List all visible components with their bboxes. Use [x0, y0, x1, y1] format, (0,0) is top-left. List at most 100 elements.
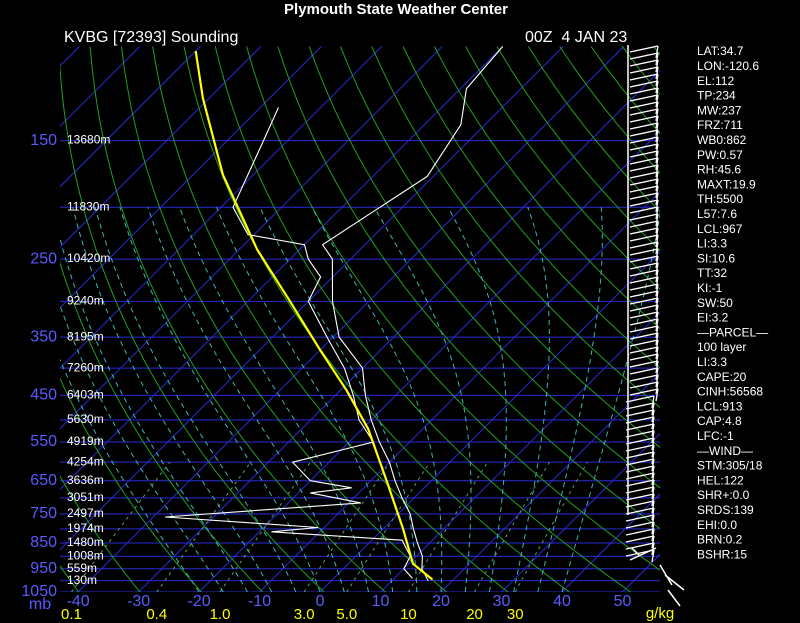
- sounding-index: TP:234: [697, 89, 736, 103]
- sounding-index: MAXT:19.9: [697, 177, 756, 191]
- wind-barb: [655, 304, 659, 318]
- dry-adiabat: [60, 60, 325, 592]
- sounding-index: LFC:-1: [697, 429, 734, 443]
- wind-barb: [629, 199, 659, 207]
- sounding-index: BRN:0.2: [697, 533, 743, 547]
- wind-barb: [629, 255, 659, 263]
- dry-adiabat: [60, 475, 141, 592]
- sounding-index: STM:305/18: [697, 459, 763, 473]
- wind-barb: [629, 304, 659, 312]
- wind-barb: [629, 73, 659, 81]
- wind-barb: [651, 549, 655, 563]
- wind-barb: [655, 157, 659, 171]
- wind-barb: [625, 507, 655, 515]
- wind-barb: [655, 178, 659, 192]
- wind-barb: [655, 241, 659, 255]
- wind-barb: [629, 311, 659, 319]
- mixing-ratio-line: [346, 461, 431, 592]
- y-tick-label: 850: [30, 534, 57, 551]
- wind-barb: [629, 178, 659, 186]
- y-tick-label: 550: [30, 433, 57, 450]
- sounding-index: TT:32: [697, 266, 727, 280]
- wind-barb: [629, 234, 659, 242]
- wind-barb: [655, 283, 659, 297]
- wind-barb: [651, 395, 655, 409]
- parcel-trace: [194, 50, 434, 581]
- wind-barb: [655, 255, 659, 269]
- sounding-index: LAT:34.7: [697, 44, 744, 58]
- mixing-ratio-unit: g/kg: [646, 605, 674, 622]
- y-tick-label: 950: [30, 560, 57, 577]
- sounding-index: LCL:967: [697, 222, 743, 236]
- dry-adiabat: [402, 46, 660, 369]
- wind-barb: [629, 374, 659, 382]
- wind-barb: [625, 479, 655, 487]
- mixing-ratio-line: [514, 461, 588, 592]
- x-tick-label: -40: [67, 593, 90, 610]
- wind-barb: [629, 547, 685, 607]
- sounding-index: SHR+:0.0: [697, 488, 750, 502]
- sounding-index: LCL:913: [697, 399, 743, 413]
- wind-barb: [629, 290, 659, 298]
- wind-barb: [651, 500, 655, 514]
- sounding-index: TH:5500: [697, 192, 743, 206]
- mixing-ratio-label: 3.0: [294, 606, 315, 623]
- sounding-index: PW:0.57: [697, 148, 743, 162]
- dry-adiabat: [340, 46, 660, 449]
- wind-barb: [655, 318, 659, 332]
- height-label: 1974m: [67, 521, 104, 535]
- wind-barb: [651, 507, 655, 521]
- height-label: 4919m: [67, 434, 104, 448]
- mixing-ratio-label: 0.1: [61, 606, 82, 623]
- dry-adiabat: [183, 46, 570, 592]
- wind-barb: [629, 122, 659, 130]
- wind-barb: [629, 108, 659, 116]
- wind-barb: [655, 346, 659, 360]
- sounding-index: 100 layer: [697, 340, 746, 354]
- wind-barb: [655, 45, 659, 59]
- mixing-ratio-label: 10: [400, 606, 417, 623]
- wind-barb: [629, 262, 659, 270]
- moist-adiabat: [60, 237, 248, 592]
- y-unit: mb: [29, 596, 51, 613]
- sounding-trace: [321, 46, 504, 581]
- dry-adiabat: [89, 46, 386, 592]
- wind-barb: [625, 514, 655, 522]
- moist-adiabat: [72, 207, 273, 592]
- x-tick-label: -30: [127, 593, 150, 610]
- wind-barb: [625, 486, 655, 494]
- wind-barb: [651, 451, 655, 465]
- mixing-ratio-line: [156, 461, 252, 592]
- height-label: 6403m: [67, 388, 104, 402]
- wind-barb: [655, 143, 659, 157]
- wind-barb: [655, 325, 659, 339]
- height-label: 9240m: [67, 294, 104, 308]
- height-label: 13680m: [67, 133, 110, 147]
- wind-barb: [629, 101, 659, 109]
- wind-barb: [629, 143, 659, 151]
- wind-barb: [655, 122, 659, 136]
- wind-barb: [655, 73, 659, 87]
- wind-barb: [625, 528, 655, 536]
- sounding-index: EL:112: [697, 74, 734, 88]
- x-tick-label: 50: [614, 593, 632, 610]
- wind-barb: [629, 283, 659, 291]
- moist-adiabat: [447, 207, 507, 592]
- moist-adiabat: [94, 207, 297, 592]
- wind-barb: [629, 353, 659, 361]
- wind-barb: [651, 416, 655, 430]
- wind-barb: [651, 486, 655, 500]
- sounding-index: FRZ:711: [697, 118, 743, 132]
- moist-adiabat: [179, 207, 369, 592]
- wind-barb: [629, 241, 659, 249]
- wind-barb: [629, 150, 659, 158]
- wind-barb: [655, 150, 659, 164]
- wind-barb: [629, 269, 659, 277]
- wind-barb: [651, 528, 655, 542]
- wind-barb: [655, 101, 659, 115]
- wind-barb: [625, 416, 655, 424]
- wind-barb: [625, 458, 655, 466]
- wind-barb: [629, 276, 659, 284]
- wind-barb: [655, 332, 659, 346]
- sounding-index: SRDS:139: [697, 503, 754, 517]
